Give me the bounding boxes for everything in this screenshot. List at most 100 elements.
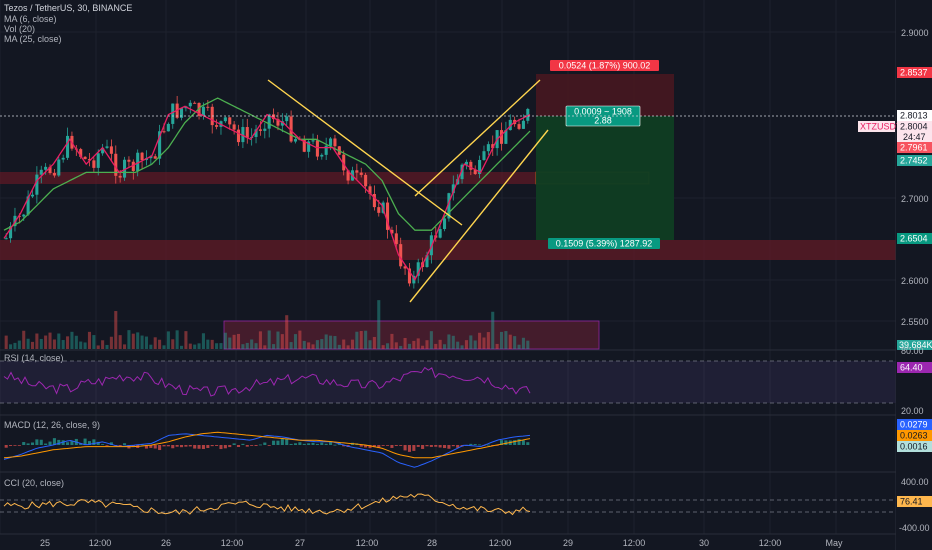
candle-body xyxy=(302,140,306,152)
trendlines[interactable] xyxy=(267,79,549,303)
resistance-zone-upper xyxy=(0,172,536,184)
volume-bar xyxy=(425,340,429,349)
volume-bar xyxy=(482,337,486,349)
symbol-title: Tezos / TetherUS, 30, BINANCE xyxy=(4,3,132,13)
candle-body xyxy=(96,153,100,168)
volume-bar xyxy=(307,342,311,349)
macd-hist-bar xyxy=(526,442,530,445)
candle-body xyxy=(223,117,227,122)
candle-body xyxy=(390,229,394,234)
price-label-ma6: 2.7961 xyxy=(900,143,928,153)
cci-value-box xyxy=(897,496,932,507)
volume-bar xyxy=(149,344,153,349)
volume-bar xyxy=(206,339,210,349)
long-position-tool[interactable]: 0.0524 (1.87%) 900.02 0.0009 ~ 1908 2.88… xyxy=(536,60,674,249)
macd-hist-bar xyxy=(30,442,35,445)
volume-bar xyxy=(320,339,324,349)
stop-label-box xyxy=(550,60,659,71)
volume-bar xyxy=(263,345,267,349)
macd-hist-bar xyxy=(166,445,170,447)
candle-body xyxy=(39,169,43,175)
symbol-tag: XTZUSDT xyxy=(860,122,902,132)
macd-hist-bar xyxy=(245,445,249,447)
candle-body xyxy=(22,214,26,217)
candle-body xyxy=(52,173,56,176)
macd-hist-bar xyxy=(219,445,223,450)
time-tick: 12:00 xyxy=(489,538,512,548)
time-tick: 12:00 xyxy=(356,538,379,548)
candle-body xyxy=(491,144,495,149)
volume-bar xyxy=(491,311,495,349)
candle-body xyxy=(526,108,530,121)
macd-hist-bar xyxy=(26,443,30,445)
macd-hist-bar xyxy=(285,438,289,445)
candle-body xyxy=(473,169,477,175)
candle-body xyxy=(517,124,521,129)
macd-hist-bar xyxy=(394,445,398,447)
candle-body xyxy=(412,275,416,284)
macd-hist-bar xyxy=(263,442,267,445)
volume-bar xyxy=(350,339,355,349)
macd-hist-bar xyxy=(315,443,319,445)
candle-body xyxy=(272,114,276,120)
volume-bar xyxy=(311,344,315,349)
macd-hist-bar xyxy=(311,442,315,445)
candle-body xyxy=(61,157,65,160)
volume-bar xyxy=(315,340,319,349)
price-label-box xyxy=(897,142,932,153)
macd-hist-bar xyxy=(280,439,284,445)
macd-hist-bar xyxy=(9,445,13,446)
macd-hist-bar xyxy=(377,445,381,449)
macd-hist-bar xyxy=(399,445,403,446)
candle-body xyxy=(258,129,262,131)
price-tick: 2.6000 xyxy=(901,276,929,286)
candle-body xyxy=(399,244,403,267)
volume-bar xyxy=(504,331,508,349)
macd-hist-bar xyxy=(320,442,324,445)
candle-body xyxy=(232,124,236,130)
volume-bar xyxy=(377,300,381,349)
rsi-line xyxy=(3,366,531,397)
volume-bar xyxy=(434,343,438,349)
candle-body xyxy=(188,102,192,107)
volume-bar xyxy=(241,344,245,349)
target-label: 0.1509 (5.39%) 1287.92 xyxy=(556,239,653,249)
candle-body xyxy=(508,119,512,131)
price-label-box xyxy=(897,155,932,166)
candle-body xyxy=(9,226,13,239)
volume-bar xyxy=(57,333,61,349)
macd-hist-bar xyxy=(179,445,184,448)
macd-hist-bar xyxy=(438,445,442,448)
price-axis[interactable]: 2.9000 2.7000 2.6000 2.5500 2.8537 2.801… xyxy=(858,0,932,550)
channel-lower-line[interactable] xyxy=(409,129,549,303)
volume-bar xyxy=(276,331,280,349)
volume-bar xyxy=(359,330,363,349)
candle-body xyxy=(346,170,350,181)
volume-label: 39.684K xyxy=(899,340,932,350)
volume-bar xyxy=(179,345,184,349)
candle-body xyxy=(377,207,381,213)
macd-hist-bar xyxy=(403,445,407,451)
candle-body xyxy=(263,128,267,131)
macd-hist-bar xyxy=(486,444,490,446)
volume-bar xyxy=(399,345,403,349)
candle-body xyxy=(293,139,298,142)
volume-bar xyxy=(30,341,35,349)
price-tick: 2.9000 xyxy=(901,28,929,38)
macd-hist-bar xyxy=(307,443,311,445)
macd-hist-bar xyxy=(469,443,473,445)
volume-bar xyxy=(364,330,368,349)
study-vol: Vol (20) xyxy=(4,24,35,34)
volume-bar xyxy=(285,315,289,349)
macd-hist-bar xyxy=(236,445,241,448)
channel-upper-line[interactable] xyxy=(414,79,541,197)
time-axis[interactable]: 25 12:00 26 12:00 27 12:00 28 12:00 29 12:00 30 12:… xyxy=(40,538,843,548)
candle-body xyxy=(158,131,162,159)
volume-bar xyxy=(451,335,455,349)
descending-trendline[interactable] xyxy=(267,79,463,226)
volume-bar xyxy=(486,332,490,349)
macd-hist-bar xyxy=(254,445,258,446)
macd-hist-bar xyxy=(105,445,109,446)
candle-body xyxy=(241,127,245,143)
